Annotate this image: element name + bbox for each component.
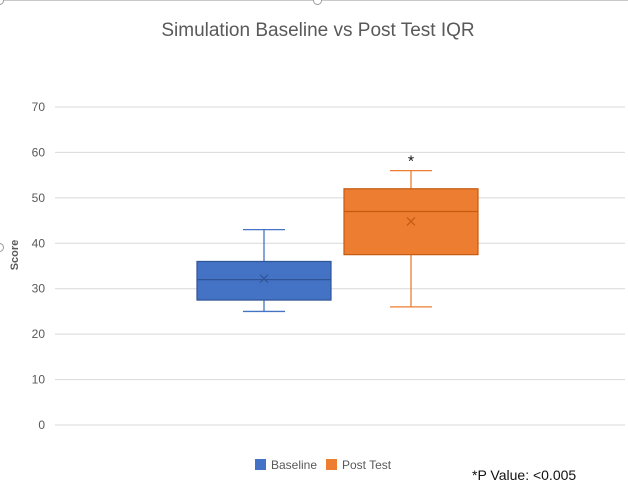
resize-handle-top-center[interactable] — [313, 0, 322, 5]
legend-label: Baseline — [271, 458, 317, 472]
significance-star: * — [408, 154, 414, 171]
gridlines — [55, 106, 625, 426]
legend-swatch — [326, 459, 337, 470]
y-tick-label: 60 — [32, 145, 46, 159]
iqr-box — [196, 260, 332, 301]
y-tick-label: 0 — [38, 418, 45, 432]
box-baseline — [196, 229, 332, 313]
mean-marker — [406, 217, 416, 226]
chart-title: Simulation Baseline vs Post Test IQR — [161, 20, 474, 41]
y-axis-ticks: 0 10 20 30 40 50 60 70 — [32, 100, 46, 432]
y-tick-label: 20 — [32, 327, 46, 341]
legend-swatch — [255, 459, 266, 470]
box-post-test — [343, 169, 479, 308]
legend: Baseline Post Test — [255, 458, 392, 472]
y-tick-label: 30 — [32, 282, 46, 296]
legend-label: Post Test — [342, 458, 392, 472]
y-tick-label: 40 — [32, 236, 46, 250]
box-series: * — [196, 154, 479, 313]
y-tick-label: 50 — [32, 191, 46, 205]
p-value-note: *P Value: <0.005 — [472, 467, 576, 483]
y-tick-label: 10 — [32, 373, 46, 387]
mean-marker — [259, 274, 269, 284]
y-tick-label: 70 — [32, 100, 46, 114]
y-axis-label: Score — [9, 240, 21, 271]
